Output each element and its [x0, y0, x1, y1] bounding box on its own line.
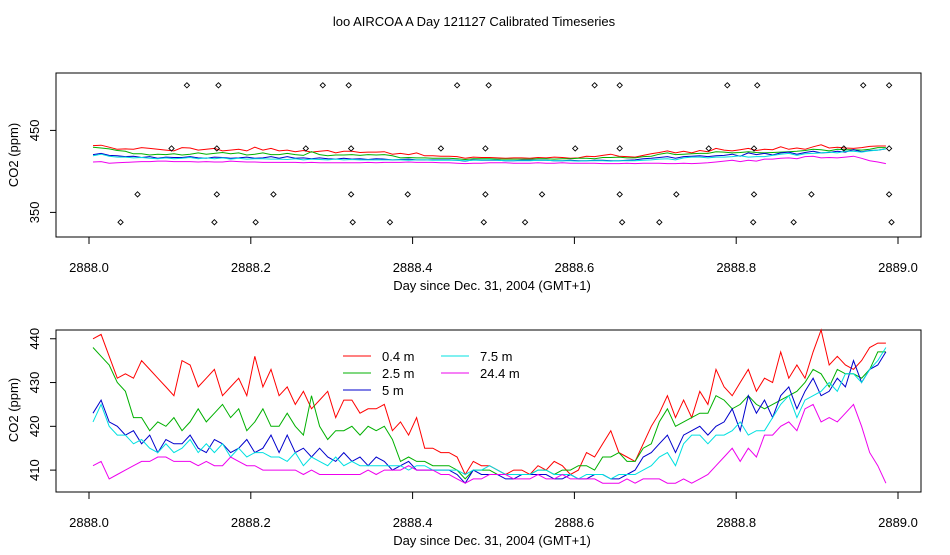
scatter-point	[750, 145, 758, 152]
scatter-point	[673, 191, 680, 198]
legend-label: 5 m	[382, 383, 404, 398]
scatter-point	[753, 82, 761, 89]
scatter-point	[270, 191, 277, 198]
scatter-point	[538, 191, 546, 198]
top-series-line	[92, 144, 886, 159]
bottom-legend: 0.4 m 2.5 m 5 m 7.5 m 24.4 m	[343, 349, 520, 398]
scatter-point	[168, 145, 175, 152]
series-line	[92, 347, 886, 480]
top-x-axis-label: Day since Dec. 31, 2004 (GMT+1)	[393, 278, 591, 293]
bottom-y-tick-label: 410	[27, 459, 42, 481]
top-panel: 2888.0 2888.2 2888.4 2888.6 2888.8 2889.0 350…	[6, 72, 922, 293]
bottom-x-axis-label: Day since Dec. 31, 2004 (GMT+1)	[393, 533, 591, 548]
top-y-axis: 350 450	[27, 120, 57, 224]
scatter-point	[885, 145, 893, 152]
scatter-point	[252, 219, 259, 226]
top-series-line	[92, 155, 886, 165]
top-x-tick-label: 2888.4	[393, 260, 433, 275]
scatter-point	[808, 191, 815, 198]
scatter-point	[591, 82, 598, 89]
scatter-point	[302, 145, 310, 152]
scatter-point	[386, 219, 394, 226]
scatter-point	[211, 219, 218, 226]
series-line	[92, 347, 887, 480]
top-x-axis: 2888.0 2888.2 2888.4 2888.6 2888.8 2889.0	[69, 236, 918, 275]
scatter-point	[656, 219, 663, 226]
legend-label: 24.4 m	[480, 366, 520, 381]
scatter-point	[213, 191, 221, 198]
bottom-x-tick-label: 2888.4	[393, 515, 433, 530]
scatter-point	[885, 191, 893, 198]
bottom-y-tick-label: 430	[27, 372, 42, 394]
top-x-tick-label: 2888.0	[69, 260, 109, 275]
top-y-axis-label: CO2 (ppm)	[6, 123, 21, 187]
bottom-y-axis-label: CO2 (ppm)	[6, 378, 21, 442]
bottom-x-tick-label: 2889.0	[878, 515, 918, 530]
scatter-point	[705, 145, 712, 152]
scatter-point	[437, 145, 445, 152]
bottom-x-tick-label: 2888.0	[69, 515, 109, 530]
scatter-point	[482, 145, 489, 152]
bottom-x-axis: 2888.0 2888.2 2888.4 2888.6 2888.8 2889.0	[69, 491, 918, 530]
scatter-point	[885, 82, 893, 89]
page-title: loo AIRCOA A Day 121127 Calibrated Times…	[333, 14, 616, 29]
scatter-point	[616, 191, 623, 198]
scatter-point	[213, 145, 221, 152]
bottom-x-tick-label: 2888.2	[231, 515, 271, 530]
scatter-point	[724, 82, 731, 89]
bottom-panel: 2888.0 2888.2 2888.4 2888.6 2888.8 2889.0 410…	[6, 328, 922, 548]
top-scatter-points	[117, 82, 895, 226]
top-x-tick-label: 2888.8	[716, 260, 756, 275]
scatter-point	[134, 191, 141, 198]
bottom-x-tick-label: 2888.6	[555, 515, 595, 530]
scatter-point	[749, 219, 757, 226]
bottom-line-series	[92, 328, 887, 485]
scatter-point	[349, 219, 356, 226]
scatter-point	[404, 191, 411, 198]
scatter-point	[482, 191, 489, 198]
scatter-point	[183, 82, 191, 89]
bottom-x-tick-label: 2888.8	[716, 515, 756, 530]
bottom-y-tick-label: 440	[27, 328, 42, 350]
scatter-point	[616, 82, 623, 89]
scatter-point	[618, 219, 626, 226]
legend-label: 0.4 m	[382, 349, 415, 364]
top-x-tick-label: 2888.6	[555, 260, 595, 275]
bottom-y-tick-label: 420	[27, 415, 42, 437]
scatter-point	[521, 219, 529, 226]
scatter-point	[453, 82, 461, 89]
top-x-tick-label: 2889.0	[878, 260, 918, 275]
series-line	[92, 403, 887, 484]
scatter-point	[571, 145, 579, 152]
scatter-point	[117, 219, 124, 226]
legend-label: 7.5 m	[480, 349, 513, 364]
bottom-y-axis: 410 420 430 440	[27, 328, 57, 481]
scatter-point	[485, 82, 492, 89]
top-series-line	[92, 146, 886, 161]
scatter-point	[888, 219, 895, 226]
scatter-point	[347, 191, 355, 198]
top-y-tick-label: 450	[27, 120, 42, 142]
scatter-point	[480, 219, 488, 226]
scatter-point	[347, 145, 355, 152]
scatter-point	[616, 145, 623, 152]
top-flat-series	[92, 144, 886, 165]
legend-label: 2.5 m	[382, 366, 415, 381]
scatter-point	[790, 219, 797, 226]
scatter-point	[750, 191, 758, 198]
scatter-point	[319, 82, 327, 89]
scatter-point	[840, 145, 848, 152]
top-y-tick-label: 350	[27, 202, 42, 224]
top-series-line	[92, 148, 886, 162]
scatter-point	[859, 82, 867, 89]
scatter-point	[215, 82, 222, 89]
top-x-tick-label: 2888.2	[231, 260, 271, 275]
scatter-point	[345, 82, 352, 89]
